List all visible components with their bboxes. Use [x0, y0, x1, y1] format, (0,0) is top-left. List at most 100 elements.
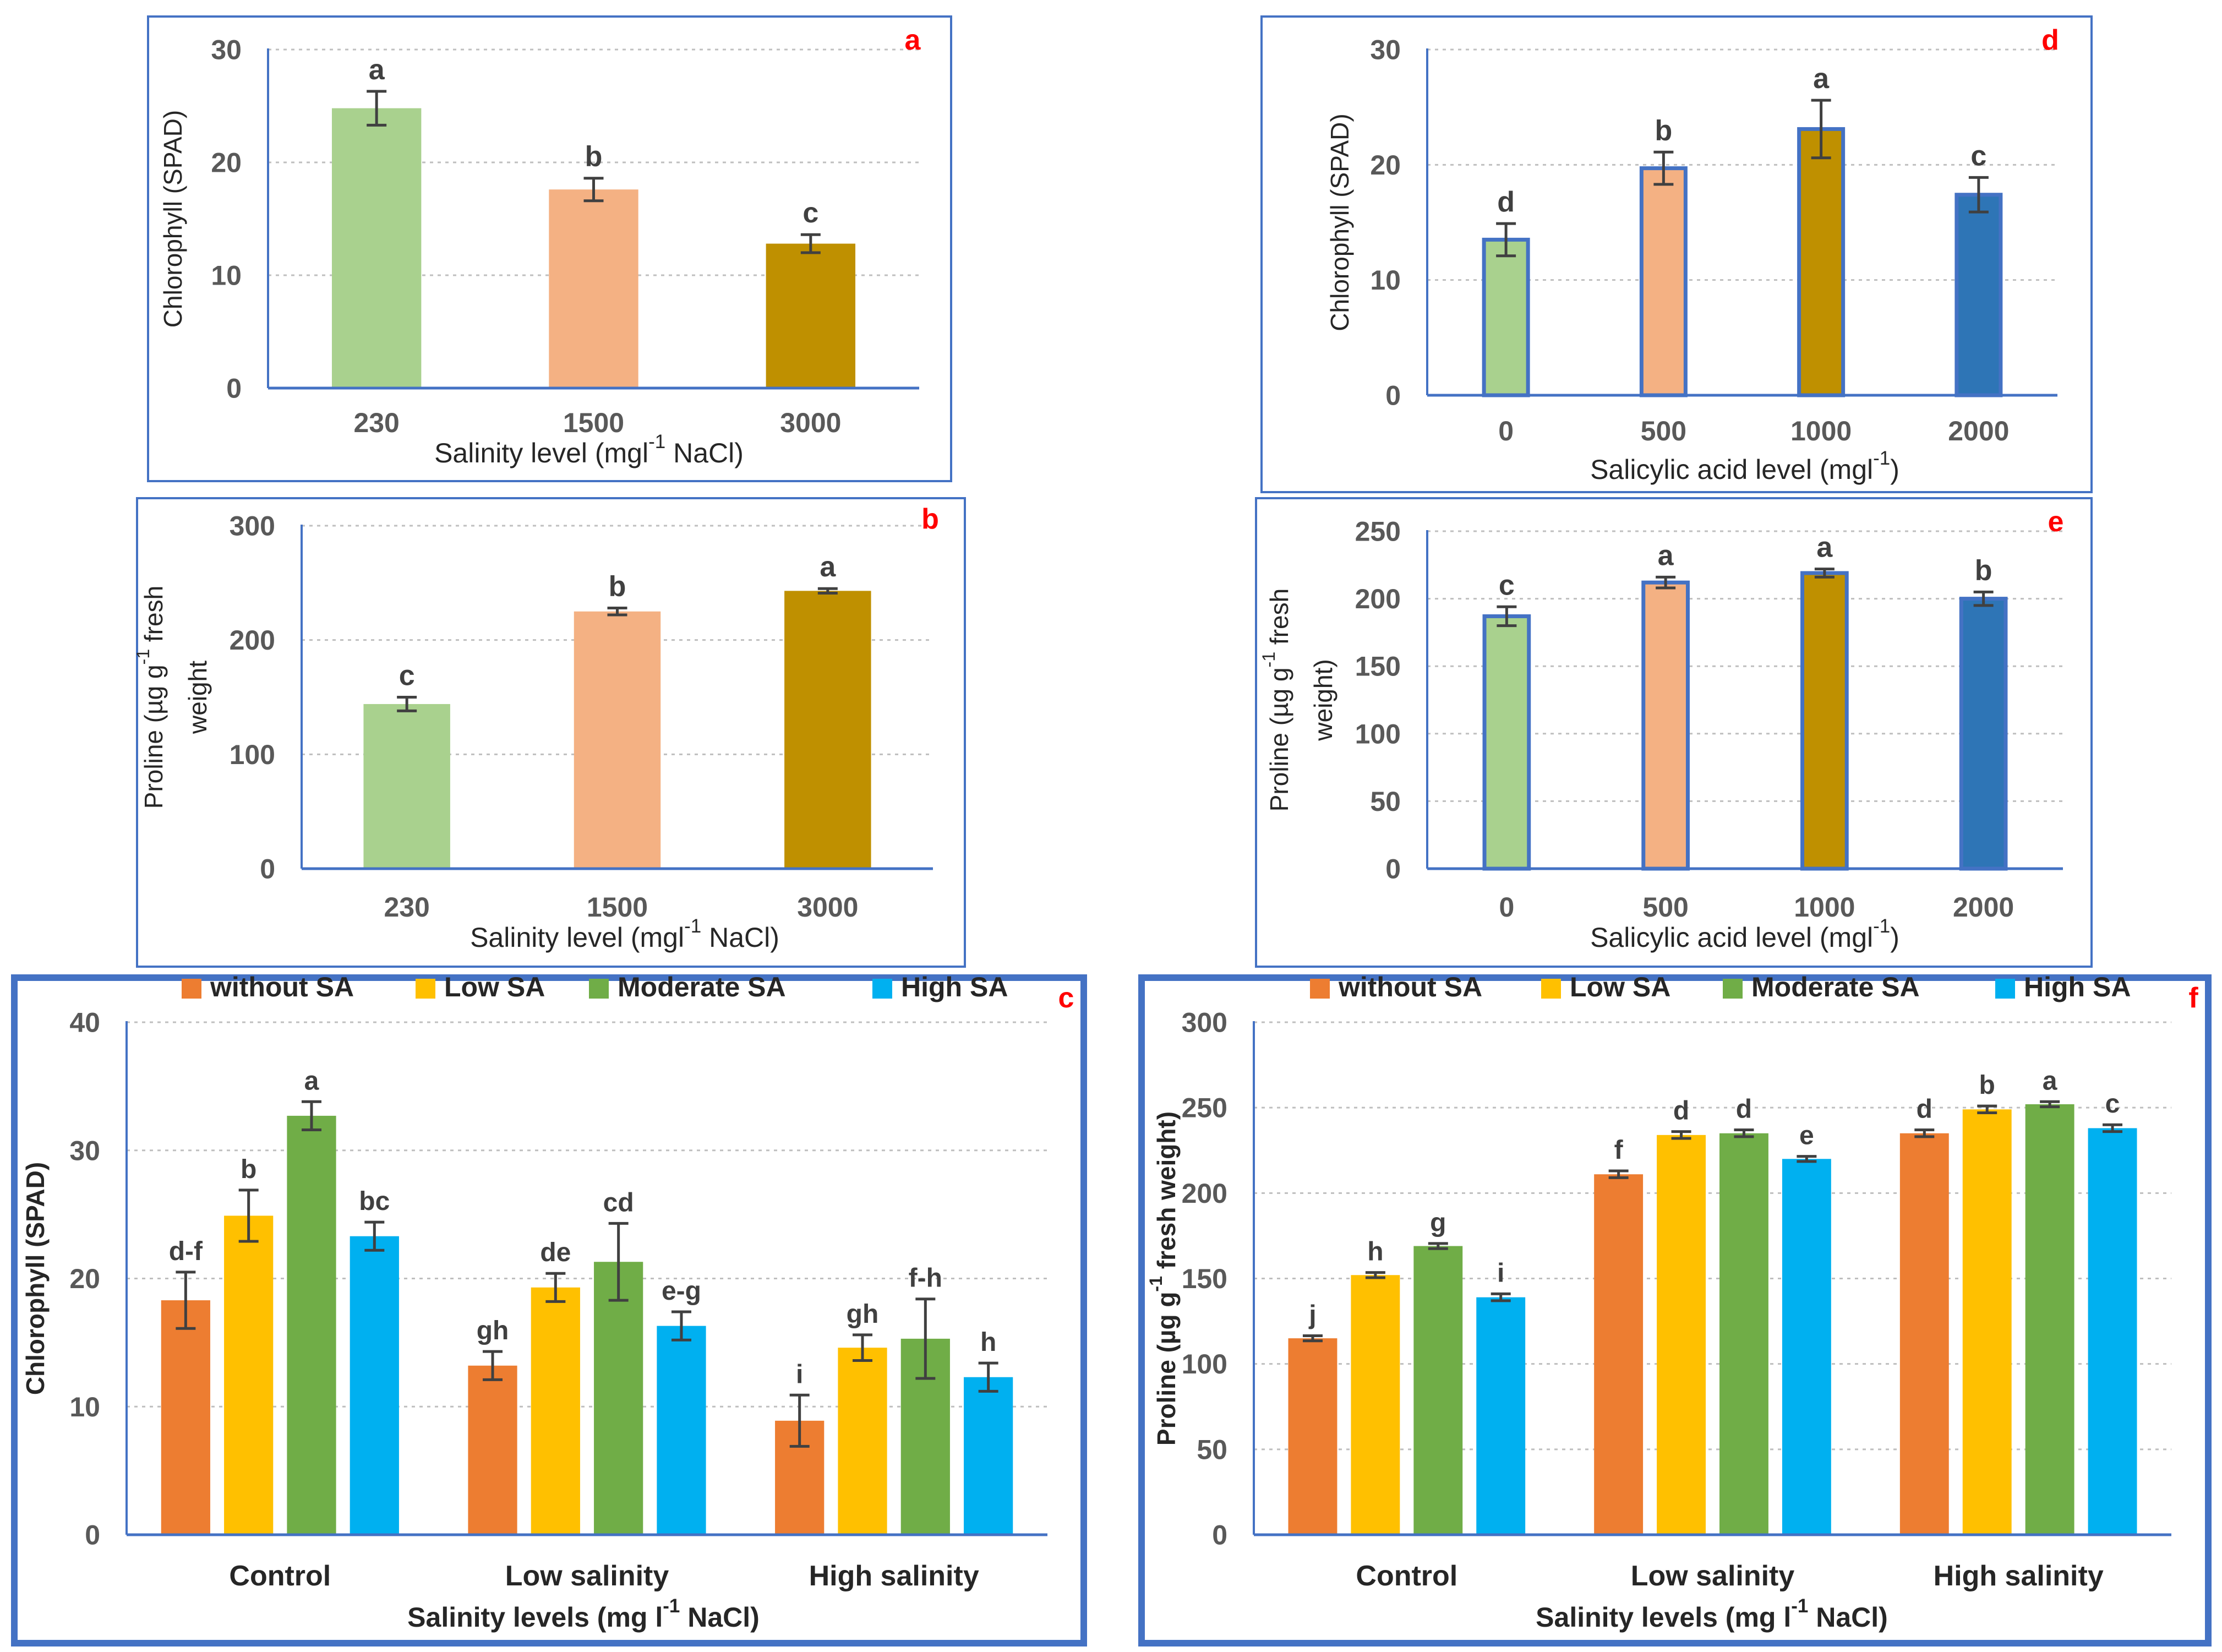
- significance-label: gh: [847, 1300, 879, 1329]
- legend-label: Moderate SA: [618, 972, 786, 1002]
- bar: [838, 1348, 887, 1535]
- x-axis-title: Salicylic acid level (mgl-1): [1590, 915, 1899, 953]
- panel-c: 0 10 20 30 40 Chlorophyll (SPAD) Salinity leve…: [11, 972, 1087, 1646]
- x-axis-title: Salicylic acid level (mgl-1): [1590, 448, 1899, 485]
- bar: [1899, 1133, 1949, 1535]
- label-part: NaCl): [680, 1602, 759, 1633]
- bar: [468, 1365, 517, 1535]
- label-part: fresh weight): [1152, 1111, 1181, 1276]
- label-part: NaCl): [1808, 1602, 1887, 1633]
- superscript: -1: [133, 649, 153, 665]
- y-axis-title: Chlorophyll (SPAD): [159, 110, 187, 328]
- significance-label: a: [304, 1066, 319, 1095]
- significance-label: b: [609, 571, 626, 603]
- y-tick-label: 10: [1370, 265, 1401, 296]
- bar: [1639, 166, 1688, 397]
- x-tick-label: 230: [384, 892, 429, 923]
- significance-label: b: [1979, 1071, 1995, 1100]
- superscript: -1: [663, 1595, 680, 1617]
- label-part: Salicylic acid level (mgl: [1590, 454, 1873, 485]
- y-tick-label: 0: [226, 373, 242, 404]
- y-tick-label: 100: [230, 739, 275, 770]
- significance-label: c: [2105, 1089, 2120, 1119]
- superscript: -1: [1873, 448, 1890, 469]
- significance-label: c: [399, 660, 415, 692]
- panel-a: 0 10 20 30 Chlorophyll (SPAD) Salinity level …: [147, 15, 952, 482]
- legend-label: without SA: [1338, 972, 1482, 1002]
- significance-label: c: [802, 197, 818, 229]
- panel-label: e: [2048, 506, 2064, 538]
- y-tick-label: 0: [1212, 1520, 1227, 1551]
- bar: [1413, 1246, 1463, 1535]
- bar: [1782, 1159, 1831, 1535]
- significance-label: d-f: [169, 1237, 203, 1266]
- y-tick-label: 40: [69, 1007, 100, 1038]
- y-axis-title-line: weight): [1309, 659, 1337, 741]
- legend-label: Moderate SA: [1751, 972, 1920, 1002]
- legend-label: Low SA: [1570, 972, 1670, 1002]
- y-tick-label: 150: [1182, 1263, 1227, 1294]
- bar: [784, 591, 871, 869]
- label-part: Proline (µg g: [139, 664, 168, 809]
- label-part: Salinity levels (mg l: [1536, 1602, 1791, 1633]
- panel-label: f: [2188, 982, 2198, 1014]
- label-part: weight): [1309, 659, 1337, 741]
- bar: [1959, 597, 2008, 871]
- x-tick-label: 2000: [1948, 416, 2009, 446]
- significance-label: bc: [359, 1187, 390, 1216]
- label-part: fresh: [1265, 588, 1293, 652]
- x-tick-label: Low salinity: [505, 1560, 669, 1592]
- y-tick-label: 150: [1355, 651, 1401, 682]
- y-tick-label: 300: [230, 511, 275, 542]
- bar: [1594, 1174, 1644, 1535]
- panel-border: [1260, 15, 2093, 493]
- significance-label: a: [1658, 539, 1674, 571]
- significance-label: d: [1673, 1097, 1689, 1126]
- bar: [549, 189, 638, 388]
- significance-label: c: [1499, 569, 1515, 601]
- x-tick-label: 1000: [1794, 892, 1855, 923]
- y-tick-label: 20: [69, 1263, 100, 1294]
- x-tick-label: 500: [1641, 416, 1686, 446]
- label-part: ): [1890, 454, 1899, 485]
- x-tick-label: 1500: [587, 892, 648, 923]
- y-tick-label: 100: [1182, 1349, 1227, 1380]
- y-tick-label: 200: [1182, 1178, 1227, 1209]
- significance-label: a: [1816, 532, 1833, 564]
- label-part: Proline (µg g: [1152, 1292, 1181, 1446]
- superscript: -1: [1873, 915, 1890, 937]
- y-tick-label: 30: [69, 1135, 100, 1166]
- x-tick-label: 0: [1498, 416, 1514, 446]
- y-axis-title-line: Proline (µg g-1 fresh: [1259, 588, 1293, 811]
- label-part: ): [1890, 922, 1899, 953]
- y-tick-label: 0: [260, 854, 275, 885]
- bar: [1962, 1109, 2012, 1535]
- significance-label: i: [796, 1360, 803, 1389]
- x-tick-label: 1500: [563, 407, 624, 438]
- label-part: Salicylic acid level (mgl: [1590, 922, 1873, 953]
- label-part: Salinity levels (mg l: [407, 1602, 663, 1633]
- y-tick-label: 20: [1370, 150, 1401, 181]
- label-part: Salinity level (mgl: [470, 922, 684, 953]
- label-part: Proline (µg g: [1265, 667, 1293, 811]
- bar: [657, 1326, 706, 1535]
- bar: [1641, 580, 1690, 871]
- legend-swatch: [872, 979, 892, 999]
- y-axis-title: Chlorophyll (SPAD): [21, 1162, 50, 1395]
- bar: [1482, 614, 1531, 871]
- bar: [2088, 1128, 2137, 1535]
- y-tick-label: 0: [1385, 380, 1401, 411]
- bar: [2025, 1104, 2074, 1535]
- x-tick-label: 3000: [797, 892, 858, 923]
- x-axis-title: Salinity level (mgl-1 NaCl): [434, 431, 744, 468]
- significance-label: e-g: [662, 1277, 701, 1306]
- y-tick-label: 300: [1182, 1007, 1227, 1038]
- legend-swatch: [1723, 979, 1743, 999]
- x-tick-label: Low salinity: [1631, 1560, 1795, 1592]
- superscript: -1: [648, 431, 665, 452]
- significance-label: de: [540, 1238, 571, 1267]
- legend-swatch: [182, 979, 201, 999]
- x-axis-title: Salinity levels (mg l-1 NaCl): [407, 1595, 760, 1633]
